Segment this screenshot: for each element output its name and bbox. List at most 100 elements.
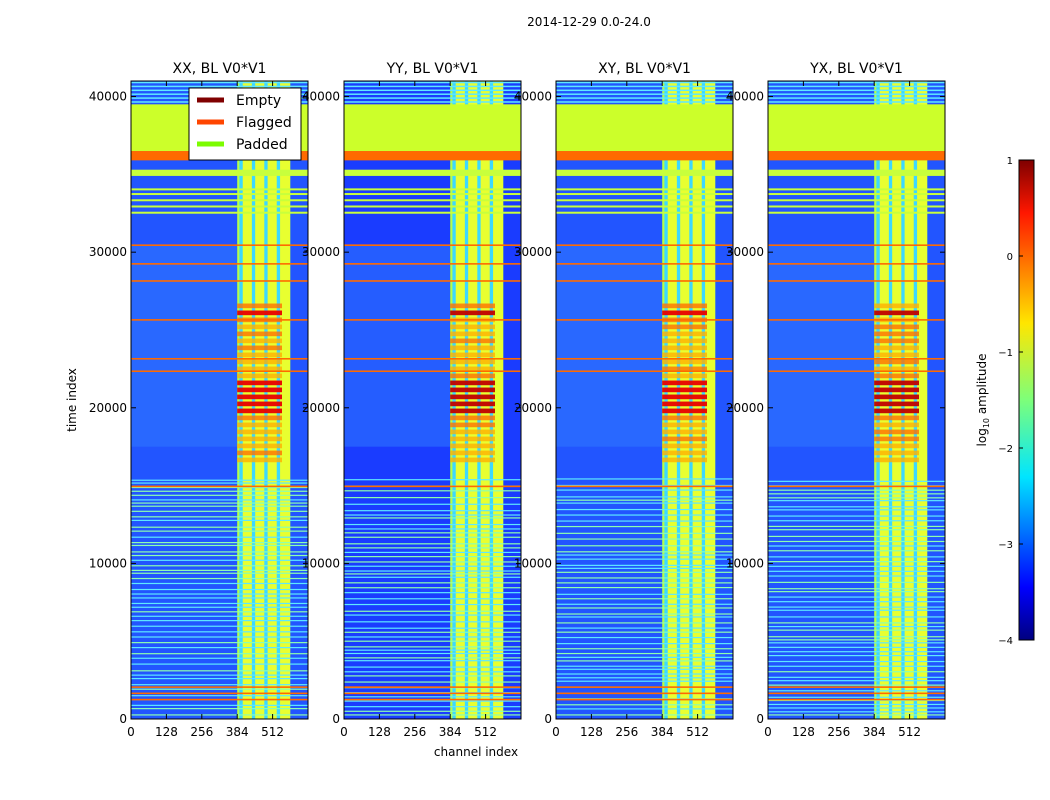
time-flag-line [556,558,733,560]
time-flag-line [768,629,945,631]
time-flag-line [131,577,308,580]
hot-row [450,436,496,442]
time-flag-line [556,613,733,615]
time-flag-line [768,81,945,84]
time-flag-line [344,490,521,492]
time-flag-line [768,596,945,598]
panel-image [131,81,308,719]
colorbar-label-subscript: 10 [982,418,991,428]
time-flag-line [344,536,521,538]
time-flag-line [768,570,945,572]
time-flag-line [556,508,733,511]
time-flag-line [768,550,945,552]
flagged-time-line [768,692,945,695]
hot-row [237,387,283,393]
padded-time-line [131,193,308,196]
time-flag-line [344,556,521,558]
y-tick-label: 40000 [302,90,340,104]
hot-row [237,303,283,309]
time-flag-line [768,101,945,103]
time-flag-line [344,700,521,702]
hot-row [662,380,708,386]
padded-time-line [344,169,521,176]
flagged-time-line [768,319,945,321]
time-flag-line [344,627,521,629]
time-flag-line [768,89,945,92]
flagged-time-line [131,319,308,321]
time-flag-line [768,714,945,716]
time-flag-line [556,525,733,528]
colorbar-tick-label: 0 [1007,252,1013,263]
time-flag-line [344,497,521,499]
time-flag-line [131,714,308,716]
padded-time-line [768,199,945,202]
flagged-time-line [556,263,733,265]
y-tick-label: 40000 [89,90,127,104]
flagged-time-line [768,280,945,282]
padded-block [344,104,521,152]
time-flag-line [344,479,521,481]
flagged-time-line [344,692,521,695]
panels: XX, BL V0*V1 0 128 256 384 512 0 10000 20000 3000… [89,61,946,739]
band-bright-stripe [493,81,504,719]
time-flag-line [131,611,308,613]
time-flag-line [131,602,308,605]
flagged-time-line [131,686,308,688]
flagged-time-line [556,686,733,688]
hot-row [450,366,496,372]
time-flag-line [556,627,733,629]
flagged-time-line [556,319,733,321]
time-flag-line [768,497,945,499]
flagged-block [556,151,733,161]
time-flag-line [768,540,945,543]
hot-row [662,303,708,309]
band-gap-stripe [701,81,708,719]
time-flag-line [131,551,308,553]
panel-title: XY, BL V0*V1 [598,61,691,77]
padded-time-line [131,188,308,191]
time-flag-line [131,708,308,710]
hot-row [237,345,283,351]
time-flag-line [556,93,733,95]
y-tick-label: 20000 [514,401,552,415]
colorbar: 10−1−2−3−4 log10 amplitude [975,156,1035,647]
time-flag-line [344,570,521,572]
flagged-time-line [768,263,945,265]
time-flag-line [768,703,945,706]
time-flag-line [131,695,308,697]
time-flag-line [131,625,308,627]
padded-time-line [768,169,945,176]
time-flag-line [131,636,308,638]
time-flag-line [131,642,308,644]
flagged-time-line [344,357,521,360]
band-gap-stripe [676,81,683,719]
time-flag-line [344,528,521,530]
hot-row [450,401,496,407]
band-bright-stripe [680,81,691,719]
time-flag-line [768,690,945,692]
time-flag-line [131,510,308,512]
hot-row [874,408,920,414]
time-flag-line [344,532,521,534]
time-flag-line [768,93,945,95]
padded-time-line [768,205,945,208]
time-flag-line [131,499,308,501]
hot-row [662,415,708,421]
band-bright-stripe [267,81,278,719]
time-flag-line [344,551,521,554]
time-flag-line [131,544,308,547]
time-flag-line [344,660,521,662]
hot-row [237,310,283,316]
hot-row [662,408,708,414]
y-tick-label: 10000 [514,556,552,570]
time-flag-line [344,101,521,103]
panel-xx: XX, BL V0*V1 0 128 256 384 512 0 10000 20000 3000… [89,61,309,739]
time-flag-line [344,85,521,88]
hot-row [237,401,283,407]
y-tick-label: 40000 [514,90,552,104]
time-flag-line [768,515,945,517]
hot-row [662,345,708,351]
hot-row [874,352,920,358]
hot-row [662,373,708,379]
hot-row [662,457,708,463]
